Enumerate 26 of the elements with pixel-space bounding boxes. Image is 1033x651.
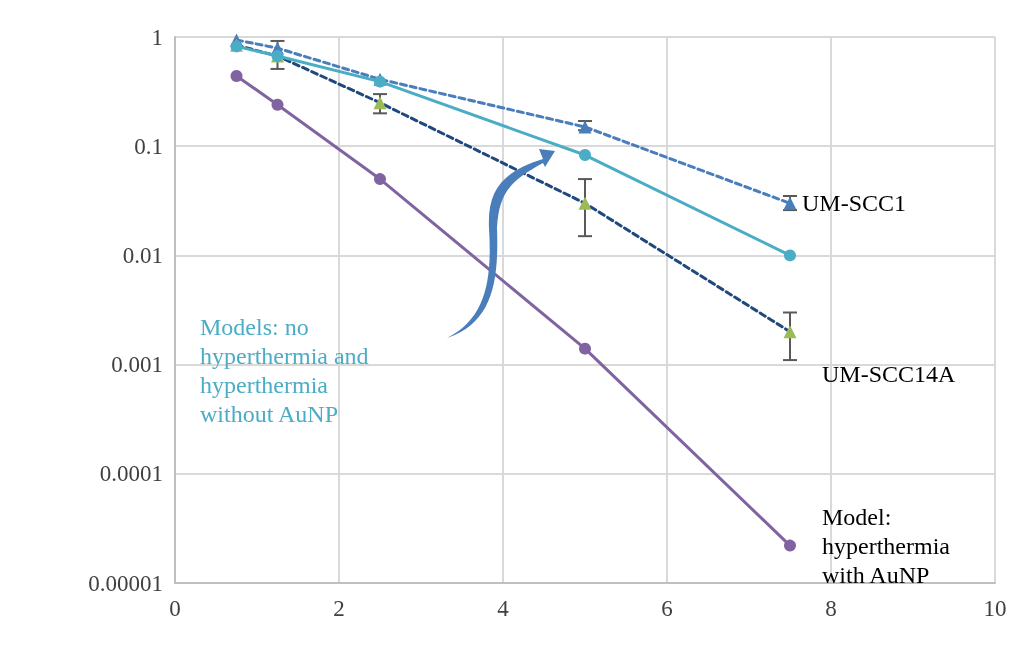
x-tick-label: 0 xyxy=(169,596,181,621)
x-tick-label: 6 xyxy=(661,596,673,621)
point xyxy=(783,325,797,339)
series-label: UM-SCC14A xyxy=(822,360,957,387)
point xyxy=(271,98,284,111)
point xyxy=(784,249,796,262)
y-tick-label: 0.0001 xyxy=(99,461,163,487)
x-tick-label: 8 xyxy=(825,596,837,621)
y-tick-label: 1 xyxy=(151,24,163,50)
point xyxy=(230,69,243,82)
y-tick-label: 0.001 xyxy=(111,352,163,378)
y-tick-label: 0.1 xyxy=(134,133,163,159)
x-tick-label: 2 xyxy=(333,596,345,621)
point xyxy=(579,342,591,355)
y-tick-label: 0.01 xyxy=(122,242,163,268)
series-label: Model: hyperthermia with AuNP xyxy=(822,504,956,589)
point xyxy=(373,96,387,110)
series-label: UM-SCC1 xyxy=(802,190,907,217)
point xyxy=(578,196,592,210)
y-tick-label: 0.00001 xyxy=(88,570,163,596)
point xyxy=(374,173,386,186)
x-tick-label: 4 xyxy=(497,596,510,621)
x-tick-label: 10 xyxy=(983,596,1007,621)
text: Models: no hyperthermia and hyperthermia without AuNP xyxy=(200,313,375,427)
point xyxy=(784,539,796,552)
point xyxy=(579,149,591,162)
